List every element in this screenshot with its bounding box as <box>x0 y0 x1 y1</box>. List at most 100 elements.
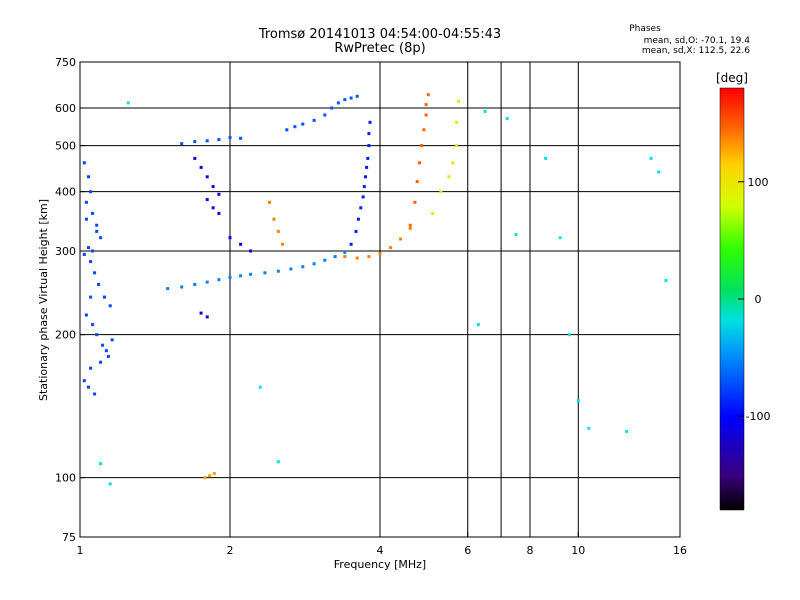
data-point <box>211 185 215 189</box>
data-point <box>205 198 209 202</box>
data-point <box>657 170 661 174</box>
data-point <box>378 252 382 256</box>
data-point <box>361 195 365 199</box>
data-point <box>415 180 419 184</box>
data-point <box>568 333 571 337</box>
data-point <box>228 275 232 279</box>
data-point <box>217 211 221 215</box>
data-point <box>87 175 90 179</box>
data-point <box>323 113 327 117</box>
chart-subtitle: RwPretec (8p) <box>334 41 425 56</box>
x-tick-label: 6 <box>464 544 471 557</box>
grid-lines <box>80 62 680 537</box>
data-point <box>239 274 243 278</box>
data-point <box>455 144 459 148</box>
data-point <box>91 249 95 253</box>
data-point <box>451 161 455 165</box>
data-point <box>91 211 95 215</box>
x-tick-label: 10 <box>571 544 585 557</box>
data-point <box>211 206 215 210</box>
data-point <box>99 236 103 240</box>
data-point <box>166 287 170 291</box>
phase-o-stats: mean, sd,O: -70.1, 19.4 <box>644 36 751 46</box>
y-tick-label: 500 <box>55 140 76 153</box>
data-point <box>199 311 203 315</box>
colorbar-tick-label: 100 <box>748 176 769 189</box>
data-point <box>106 354 110 358</box>
data-point <box>239 242 243 246</box>
data-point <box>249 249 253 253</box>
data-point <box>208 474 212 478</box>
data-point <box>95 229 99 233</box>
data-point <box>558 236 562 240</box>
y-axis-label: Stationary phase Virtual Height [km] <box>37 199 50 401</box>
data-point <box>505 117 509 121</box>
data-point <box>203 476 207 480</box>
data-point <box>276 229 280 233</box>
data-point <box>89 260 93 264</box>
data-point <box>212 472 216 476</box>
data-point <box>84 217 88 221</box>
data-point <box>95 333 99 337</box>
y-tick-label: 100 <box>55 472 76 485</box>
data-point <box>576 399 580 403</box>
data-point <box>239 136 243 140</box>
data-point <box>108 304 112 308</box>
x-tick-label: 16 <box>673 544 687 557</box>
data-point <box>418 161 421 165</box>
data-point <box>343 98 347 102</box>
chart-title: Tromsø 20141013 04:54:00-04:55:43 <box>258 27 501 42</box>
x-tick-label: 2 <box>227 544 234 557</box>
data-point <box>413 200 417 204</box>
data-point <box>359 206 363 210</box>
data-point <box>263 271 267 275</box>
data-point <box>587 426 591 430</box>
data-point <box>217 138 221 141</box>
data-point <box>349 242 353 246</box>
data-point <box>301 122 305 126</box>
data-point <box>330 106 334 110</box>
data-point <box>82 161 86 165</box>
data-point <box>205 280 209 284</box>
data-point <box>447 175 451 179</box>
data-point <box>217 192 221 196</box>
data-point <box>426 93 430 97</box>
data-point <box>289 267 293 271</box>
data-point <box>312 262 316 266</box>
y-tick-label: 600 <box>55 102 76 115</box>
y-tick-label: 300 <box>55 245 76 258</box>
data-point <box>356 217 360 221</box>
data-point <box>336 101 340 105</box>
data-point <box>249 272 253 276</box>
y-tick-label: 400 <box>55 186 76 199</box>
data-point <box>228 136 232 140</box>
data-point <box>97 283 101 286</box>
data-point <box>439 190 443 194</box>
phase-heading: Phases <box>629 24 661 34</box>
y-tick-label: 750 <box>55 56 76 69</box>
data-point <box>312 118 316 122</box>
data-point <box>272 217 276 221</box>
data-point <box>258 385 262 389</box>
data-point <box>349 96 353 100</box>
data-point <box>420 144 424 148</box>
data-point <box>199 165 203 169</box>
data-point <box>649 156 653 160</box>
data-point <box>365 165 369 169</box>
data-point <box>455 120 459 124</box>
data-point <box>99 360 103 364</box>
data-point <box>333 255 337 259</box>
data-point <box>205 175 209 179</box>
x-axis-label: Frequency [MHz] <box>334 558 426 571</box>
colorbar-ticks: 100 0 -100 <box>738 176 770 423</box>
data-point <box>89 190 93 194</box>
data-point <box>281 242 285 246</box>
data-point <box>355 94 359 98</box>
data-point <box>193 140 197 144</box>
data-point <box>89 366 93 370</box>
data-point <box>424 113 428 117</box>
data-point <box>93 392 97 396</box>
data-point <box>343 255 347 259</box>
data-point <box>276 460 280 464</box>
